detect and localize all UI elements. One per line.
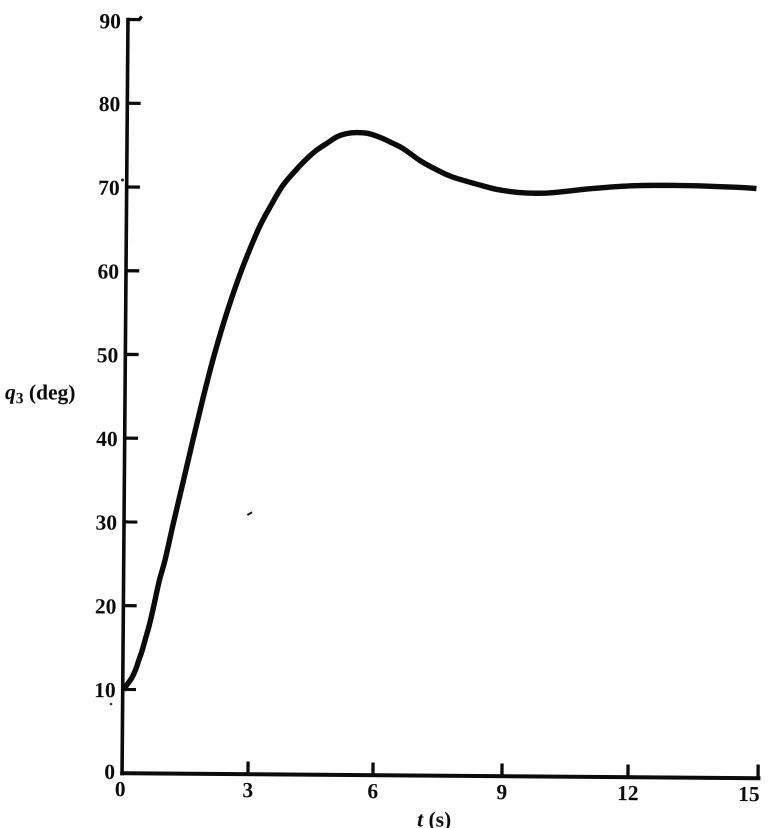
svg-text:6: 6 <box>367 779 378 803</box>
svg-text:12: 12 <box>617 781 639 805</box>
svg-text:15: 15 <box>738 782 760 806</box>
svg-text:70: 70 <box>98 176 120 200</box>
svg-text:50: 50 <box>97 343 119 367</box>
svg-text:60: 60 <box>97 260 119 284</box>
svg-text:30: 30 <box>95 511 117 535</box>
svg-text:40: 40 <box>96 427 118 451</box>
svg-text:9: 9 <box>496 780 507 804</box>
svg-text:10: 10 <box>94 678 116 702</box>
svg-text:20: 20 <box>95 594 117 618</box>
svg-text:0: 0 <box>115 777 126 801</box>
svg-text:q3 (deg): q3 (deg) <box>5 380 76 408</box>
svg-text:0: 0 <box>104 760 115 784</box>
svg-text:3: 3 <box>242 778 253 802</box>
svg-text:t (s): t (s) <box>417 807 451 828</box>
svg-text:90: 90 <box>99 9 121 33</box>
svg-text:80: 80 <box>99 92 121 116</box>
